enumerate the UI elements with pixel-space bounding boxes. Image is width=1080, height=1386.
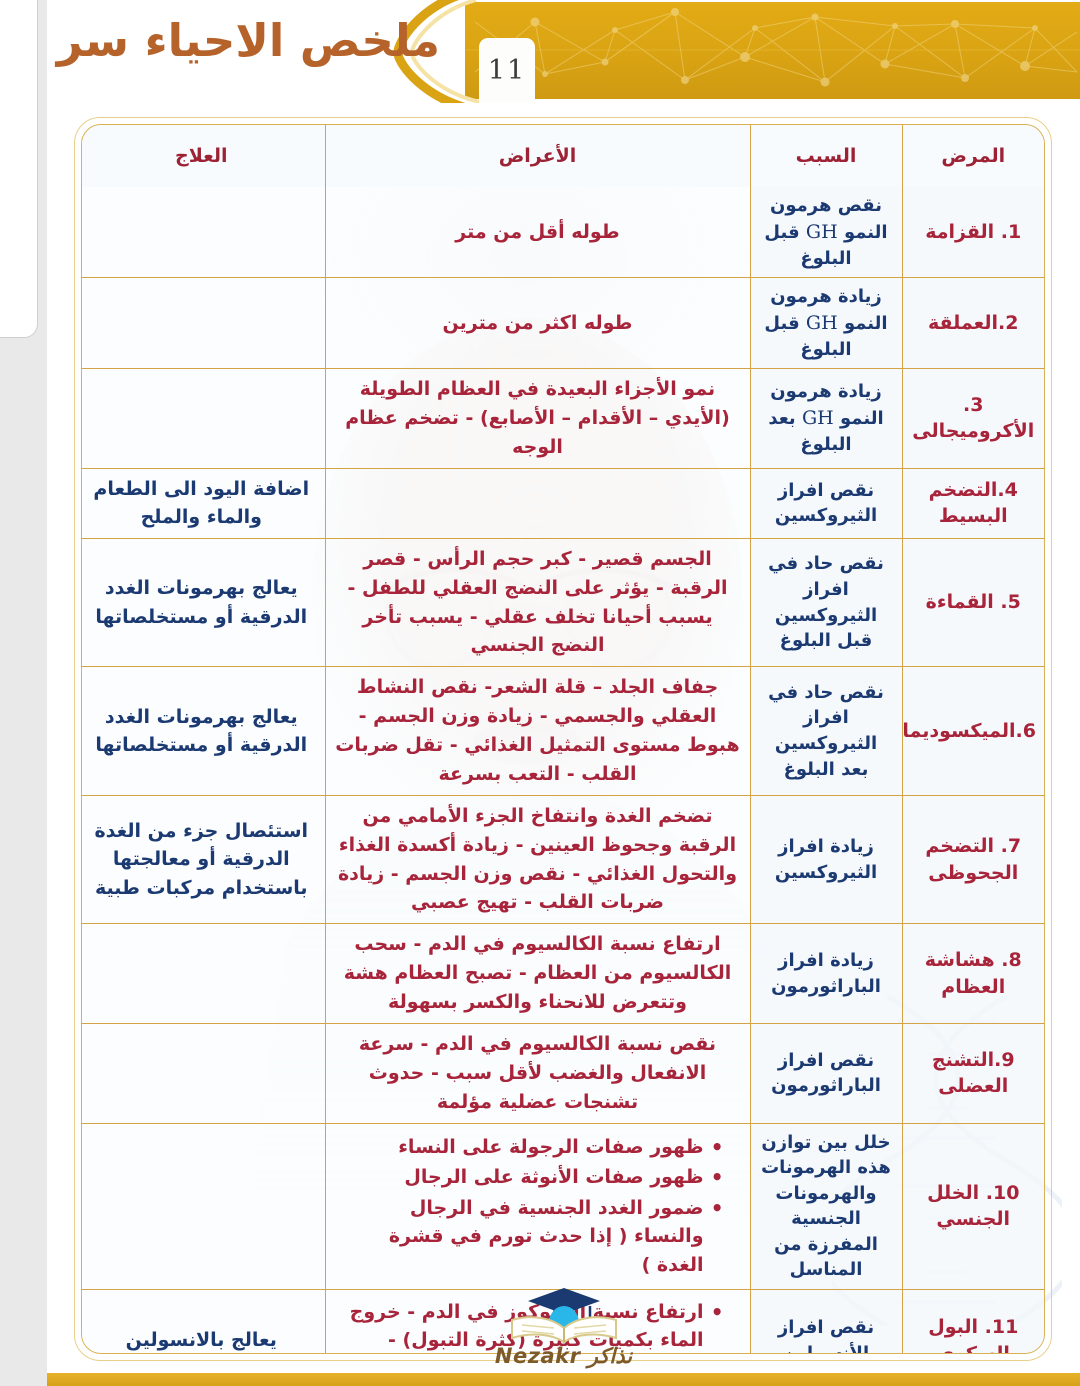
cell-cause: نقص هرمون النمو GH قبل البلوغ: [749, 187, 903, 279]
header-banner: [465, 2, 1080, 99]
symptoms-list-item: ظهور صفات الرجولة على النساء: [340, 1132, 724, 1161]
bottom-gold-bar: [47, 1373, 1080, 1386]
cell-cause: نقص حاد في افراز الثيروكسين بعد البلوغ: [749, 666, 903, 796]
cell-treatment: [82, 1122, 326, 1290]
symptoms-list-item: ظهور صفات الأنوثة على الرجال: [340, 1162, 724, 1191]
cell-treatment: اضافة اليود الى الطعام والماء والملح: [82, 467, 326, 539]
cell-cause: زيادة افراز الباراثورمون: [749, 923, 903, 1024]
panel-card-corner: [0, 0, 38, 338]
cell-disease: 7. التضخم الجحوظى: [901, 794, 1044, 925]
page-header: 11 ملخص الاحياء سر الحياة: [47, 0, 1080, 103]
hormone-abbreviation: GH: [805, 311, 838, 334]
cell-treatment: يعالج بالانسولين: [82, 1288, 326, 1353]
cell-symptoms: الجسم قصير - كبر حجم الرأس - قصر الرقبة …: [324, 537, 751, 668]
symptoms-list-item: ضمور الغدد الجنسية في الرجال والنساء ( إ…: [340, 1193, 724, 1280]
cause-text-primary: زيادة هرمون النمو: [770, 381, 884, 429]
cell-disease: 5. القماءة: [901, 537, 1044, 668]
table-inner-frame: المرض السبب الأعراض العلاج 1. القزامة نقص…: [81, 124, 1045, 1354]
cell-symptoms: جفاف الجلد – قلة الشعر- نقص النشاط العقل…: [324, 666, 751, 796]
table-header-row: المرض السبب الأعراض العلاج: [82, 125, 1044, 187]
cell-disease: 3. الأكروميجالى: [901, 368, 1044, 469]
diseases-table: المرض السبب الأعراض العلاج 1. القزامة نقص…: [82, 125, 1044, 1353]
cause-text-primary: زيادة هرمون النمو: [770, 286, 888, 334]
cell-symptoms: نقص نسبة الكالسيوم في الدم - سرعة الانفع…: [324, 1022, 751, 1124]
cell-disease: 6.الميكسوديما: [901, 666, 1044, 796]
cell-symptoms: طوله اكثر من مترين: [324, 277, 751, 370]
table-row: 6.الميكسوديما نقص حاد في افراز الثيروكسين…: [82, 666, 1044, 796]
table-row: 7. التضخم الجحوظى زيادة افراز الثيروكسين ت…: [82, 794, 1044, 925]
hormone-abbreviation: GH: [805, 220, 838, 243]
hormone-abbreviation: GH: [801, 406, 834, 429]
cell-treatment: يعالج بهرمونات الغدد الدرقية أو مستخلصات…: [82, 537, 326, 668]
symptoms-list: ظهور صفات الرجولة على النساءظهور صفات ال…: [334, 1132, 742, 1280]
cell-cause: نقص افراز الثيروكسين: [749, 467, 903, 539]
column-header-symptoms: الأعراض: [324, 125, 751, 187]
symptoms-list: ارتفاع نسبة الجلوكوز في الدم - خروج الما…: [334, 1297, 742, 1353]
cell-symptoms: ارتفاع نسبة الكالسيوم في الدم - سحب الكا…: [324, 923, 751, 1024]
cell-treatment: [82, 368, 326, 469]
cause-text-primary: نقص هرمون النمو: [769, 195, 888, 243]
page-body: المرض السبب الأعراض العلاج 1. القزامة نقص…: [47, 103, 1080, 1386]
network-pattern-icon: [465, 8, 1080, 87]
cell-cause: زيادة هرمون النمو GH بعد البلوغ: [749, 368, 903, 469]
cell-disease: 4.التضخم البسيط: [901, 467, 1044, 539]
cell-cause: زيادة هرمون النمو GH قبل البلوغ: [749, 277, 903, 370]
cell-disease: 10. الخلل الجنسي: [901, 1122, 1044, 1290]
cell-symptoms: [324, 467, 751, 539]
cell-symptoms: نمو الأجزاء البعيدة في العظام الطويلة (ا…: [324, 368, 751, 469]
cell-treatment: يعالج بهرمونات الغدد الدرقية أو مستخلصات…: [82, 666, 326, 796]
page-number-badge: 11: [479, 38, 535, 103]
scroll-panel-edge: [0, 0, 47, 1386]
table-row: 3. الأكروميجالى زيادة هرمون النمو GH بعد …: [82, 368, 1044, 469]
table-row: 1. القزامة نقص هرمون النمو GH قبل البلوغ ط…: [82, 187, 1044, 279]
cell-disease: 11. البول السكرى: [901, 1288, 1044, 1353]
cell-disease: 8. هشاشة العظام: [901, 923, 1044, 1024]
cell-symptoms: طوله أقل من متر: [324, 187, 751, 279]
cell-cause: زيادة افراز الثيروكسين: [749, 794, 903, 925]
symptoms-list-item: ارتفاع نسبة الجلوكوز في الدم - خروج الما…: [340, 1297, 724, 1353]
cell-cause: نقص افراز الباراثورمون: [749, 1022, 903, 1124]
column-header-treatment: العلاج: [82, 125, 326, 187]
page-title: ملخص الاحياء سر الحياة: [47, 14, 441, 67]
cell-treatment: استئصال جزء من الغدة الدرقية أو معالجتها…: [82, 794, 326, 925]
cell-disease: 2.العملقة: [901, 277, 1044, 370]
table-body: 1. القزامة نقص هرمون النمو GH قبل البلوغ ط…: [82, 187, 1044, 1353]
column-header-disease: المرض: [901, 125, 1044, 187]
cell-cause: خلل بين توازن هذه الهرمونات والهرمونات ا…: [749, 1122, 903, 1290]
table-row: 2.العملقة زيادة هرمون النمو GH قبل البلوغ…: [82, 277, 1044, 370]
cell-symptoms: ارتفاع نسبة الجلوكوز في الدم - خروج الما…: [324, 1288, 751, 1353]
cell-disease: 1. القزامة: [901, 187, 1044, 279]
cell-symptoms: تضخم الغدة وانتفاخ الجزء الأمامي من الرق…: [324, 794, 751, 925]
table-row: 4.التضخم البسيط نقص افراز الثيروكسين اضافة…: [82, 467, 1044, 539]
table-row: 10. الخلل الجنسي خلل بين توازن هذه الهرمو…: [82, 1122, 1044, 1290]
column-header-cause: السبب: [749, 125, 903, 187]
page-number-text: 11: [487, 55, 527, 86]
cell-treatment: [82, 1022, 326, 1124]
cell-treatment: [82, 277, 326, 370]
cell-cause: نقص حاد في افراز الثيروكسين قبل البلوغ: [749, 537, 903, 668]
cell-cause: نقص افراز الأنسولين: [749, 1288, 903, 1353]
table-row: 5. القماءة نقص حاد في افراز الثيروكسين قب…: [82, 537, 1044, 668]
cell-symptoms: ظهور صفات الرجولة على النساءظهور صفات ال…: [324, 1122, 751, 1290]
table-outer-frame: المرض السبب الأعراض العلاج 1. القزامة نقص…: [74, 117, 1052, 1361]
table-row: 8. هشاشة العظام زيادة افراز الباراثورمون ا…: [82, 923, 1044, 1024]
cell-treatment: [82, 187, 326, 279]
cell-treatment: [82, 923, 326, 1024]
table-row: 9.التشنج العضلى نقص افراز الباراثورمون نقص…: [82, 1022, 1044, 1124]
cell-disease: 9.التشنج العضلى: [901, 1022, 1044, 1124]
